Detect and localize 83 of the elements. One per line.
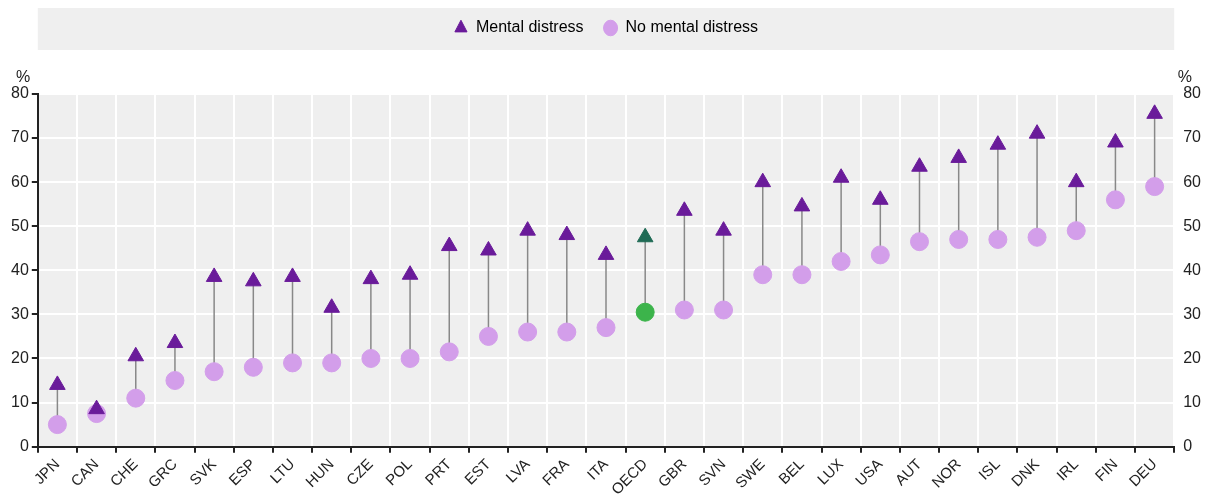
- y2-tick-label: 50: [1183, 216, 1202, 234]
- y2-tick-label: 30: [1183, 304, 1202, 322]
- point: [1107, 132, 1124, 148]
- y-tick-label: 10: [11, 392, 29, 410]
- point: [518, 322, 538, 342]
- point: [205, 267, 223, 282]
- y-tick-label: 20: [11, 348, 29, 366]
- point: [243, 357, 263, 377]
- point: [245, 271, 262, 287]
- y2-tick-label: 10: [1183, 392, 1202, 410]
- point: [323, 298, 340, 313]
- point: [872, 190, 889, 205]
- point: [480, 240, 497, 256]
- point: [1027, 227, 1047, 247]
- point: [714, 300, 734, 320]
- point: [793, 196, 811, 212]
- point: [754, 172, 772, 188]
- point: [1028, 124, 1046, 139]
- point: [165, 371, 185, 391]
- point: [557, 322, 577, 342]
- y-tick-label: 30: [11, 304, 29, 322]
- point: [1067, 172, 1085, 188]
- point: [401, 265, 419, 280]
- y2-axis-title: %: [1177, 68, 1192, 86]
- y-axis-title: %: [16, 68, 31, 86]
- y-tick-label: 80: [11, 84, 29, 102]
- point: [676, 201, 693, 216]
- point: [440, 236, 458, 252]
- point: [635, 302, 655, 322]
- x-tick-label: FIN: [1091, 455, 1121, 485]
- y-tick-label: 70: [11, 128, 29, 146]
- point: [204, 362, 224, 382]
- point: [636, 227, 654, 243]
- x-tick-label: USA: [851, 455, 886, 489]
- point: [439, 342, 459, 362]
- point: [911, 157, 928, 172]
- x-tick-label: IRL: [1052, 455, 1082, 484]
- y-tick-label: 40: [11, 260, 29, 278]
- point: [400, 348, 420, 368]
- point: [47, 415, 67, 435]
- point: [950, 148, 967, 163]
- point: [362, 269, 380, 285]
- point: [283, 353, 303, 373]
- point: [126, 388, 146, 408]
- y-tick-label: 0: [19, 437, 29, 455]
- y2-tick-label: 20: [1183, 348, 1202, 366]
- y2-tick-label: 60: [1183, 172, 1202, 190]
- point: [166, 333, 184, 349]
- point: [597, 245, 615, 260]
- point: [519, 221, 536, 236]
- point: [715, 221, 732, 236]
- x-tick-label: BEL: [774, 455, 807, 488]
- point: [792, 265, 812, 285]
- x-tick-label: ITA: [583, 455, 612, 483]
- x-tick-label: POL: [381, 455, 416, 489]
- point: [322, 353, 342, 373]
- point: [989, 135, 1007, 150]
- point: [478, 326, 498, 346]
- point: [988, 229, 1008, 249]
- legend-label: No mental distress: [625, 18, 759, 36]
- point: [558, 225, 576, 241]
- y2-tick-label: 40: [1183, 260, 1202, 278]
- point: [870, 245, 890, 265]
- y2-tick-label: 80: [1183, 84, 1202, 102]
- point: [909, 232, 929, 252]
- point: [831, 252, 851, 271]
- y2-tick-label: 0: [1183, 437, 1193, 455]
- y2-tick-label: 70: [1183, 128, 1202, 146]
- point: [949, 229, 969, 249]
- x-tick-label: ISL: [974, 455, 1003, 483]
- y-tick-label: 60: [11, 172, 29, 190]
- point: [284, 267, 301, 282]
- point: [832, 168, 850, 183]
- legend-label: Mental distress: [475, 18, 584, 36]
- point: [127, 346, 145, 362]
- point: [1146, 104, 1163, 119]
- point: [674, 300, 694, 320]
- point: [1066, 221, 1086, 241]
- point: [361, 348, 381, 368]
- point: [596, 318, 616, 338]
- x-tick-label: LVA: [502, 455, 533, 486]
- y-tick-label: 50: [11, 216, 29, 234]
- point: [753, 265, 773, 285]
